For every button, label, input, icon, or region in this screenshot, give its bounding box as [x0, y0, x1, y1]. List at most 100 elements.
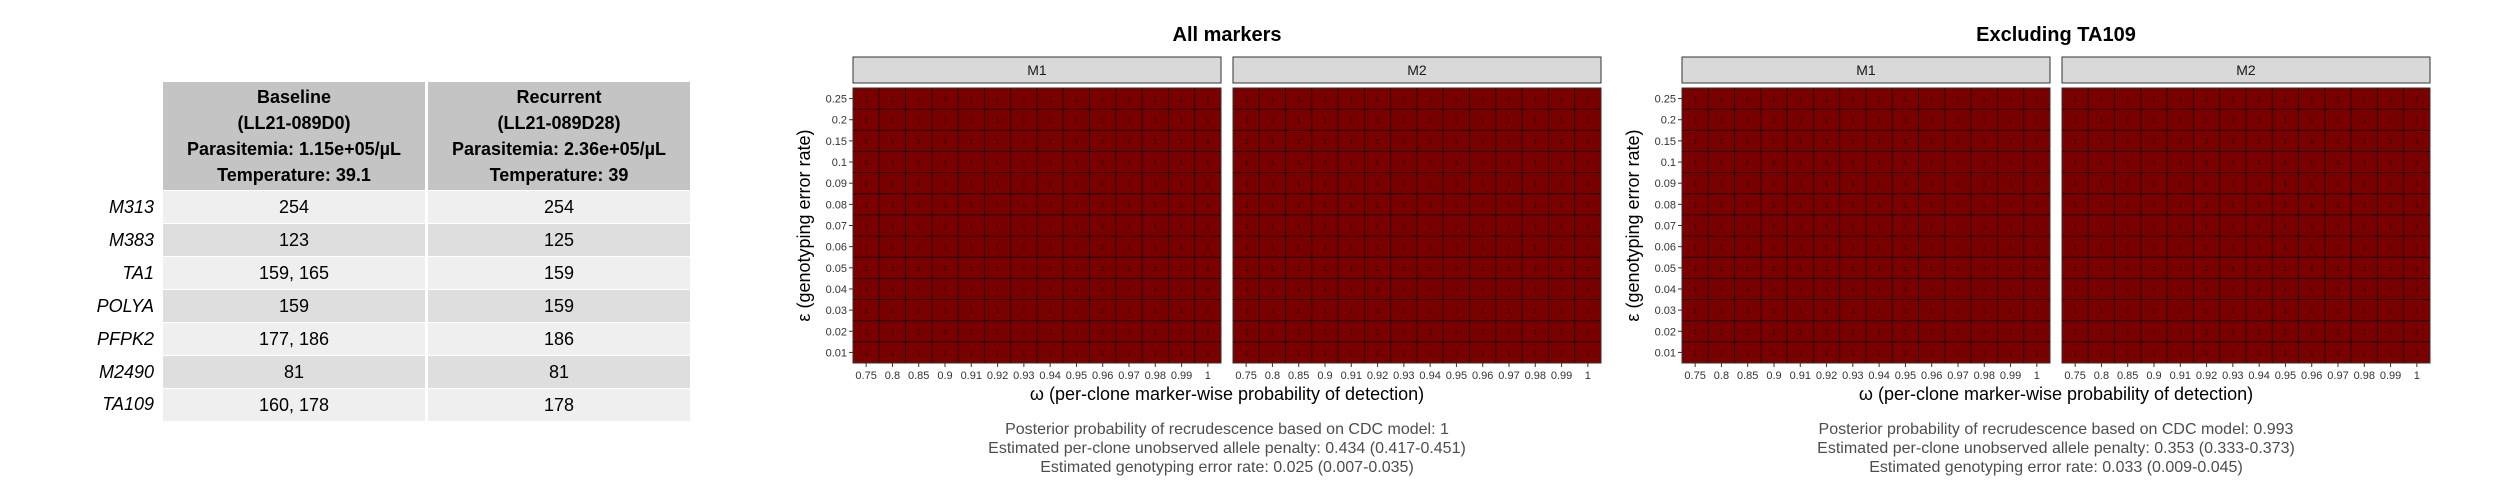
tile-value: 1	[1153, 350, 1157, 357]
x-tick-label: 0.96	[1921, 370, 1942, 382]
tile-value: 1	[1693, 308, 1697, 315]
tile-value: 1	[1693, 224, 1697, 231]
tile-value: 1	[1719, 139, 1723, 146]
x-tick-label: 0.75	[855, 370, 876, 382]
tile-value: 1	[1533, 245, 1537, 252]
tile-value: 1	[2336, 224, 2340, 231]
baseline-column-header: Baseline (LL21-089D0) Parasitemia: 1.15e…	[160, 82, 428, 191]
tile-value: 1	[1244, 224, 1248, 231]
tile-value: 1	[1956, 287, 1960, 294]
tile-value: 1	[2178, 350, 2182, 357]
tile-value: 1	[1349, 181, 1353, 188]
tile-value: 1	[864, 181, 868, 188]
tile-value: 1	[1180, 160, 1184, 167]
tile-value: 1	[1851, 160, 1855, 167]
facet-strip	[1232, 56, 1602, 84]
x-tick-label: 0.9	[937, 370, 952, 382]
tile-value: 1	[1560, 224, 1564, 231]
tile-value: 1	[2336, 245, 2340, 252]
tile-value: 1	[1127, 97, 1131, 104]
header-line: Parasitemia: 1.15e+05/µL	[186, 139, 401, 159]
tile-value: 1	[2205, 308, 2209, 315]
tile-value: 1	[1746, 224, 1750, 231]
tile-value: 1	[1402, 139, 1406, 146]
table-row: TA1 159, 165 159	[80, 256, 693, 290]
tile-value: 1	[2362, 160, 2366, 167]
tile-value: 1	[1048, 287, 1052, 294]
tile-value: 1	[1982, 97, 1986, 104]
tile-value: 1	[1877, 139, 1881, 146]
header-line: (LL21-089D28)	[497, 113, 621, 133]
tile-value: 1	[1507, 160, 1511, 167]
tile-value: 1	[2257, 181, 2261, 188]
tile-value: 1	[1349, 139, 1353, 146]
tile-value: 1	[2099, 202, 2103, 209]
tile-value: 1	[1903, 329, 1907, 336]
tile-value: 1	[2415, 287, 2419, 294]
tile-value: 1	[1153, 139, 1157, 146]
tile-value: 1	[1507, 202, 1511, 209]
tile-value: 1	[2415, 224, 2419, 231]
tile-value: 1	[2178, 139, 2182, 146]
tile-value: 1	[2257, 245, 2261, 252]
tile-value: 1	[2178, 266, 2182, 273]
caption-line: Estimated genotyping error rate: 0.025 (…	[1040, 459, 1414, 476]
x-tick-label: 0.8	[1714, 370, 1729, 382]
tile-value: 1	[1746, 266, 1750, 273]
tile-value: 1	[1428, 118, 1432, 125]
tile-value: 1	[1048, 350, 1052, 357]
tile-value: 1	[2257, 266, 2261, 273]
tile-value: 1	[2257, 287, 2261, 294]
tile-value: 1	[2126, 202, 2130, 209]
tile-value: 1	[2073, 181, 2077, 188]
tile-value: 1	[2389, 139, 2393, 146]
tile-value: 1	[1376, 287, 1380, 294]
tile-value: 1	[1772, 160, 1776, 167]
tile-value: 1	[864, 329, 868, 336]
tile-value: 1	[1022, 139, 1026, 146]
tile-value: 1	[1798, 139, 1802, 146]
tile-value: 1	[1074, 329, 1078, 336]
tile-value: 1	[1560, 118, 1564, 125]
tile-value: 1	[1349, 287, 1353, 294]
tile-value: 1	[1930, 97, 1934, 104]
tile-value: 1	[1349, 308, 1353, 315]
tile-value: 1	[1206, 139, 1210, 146]
tile-value: 1	[1586, 97, 1590, 104]
marker-name: PFPK2	[96, 328, 154, 349]
x-tick-label: 0.85	[908, 370, 929, 382]
tile-value: 1	[864, 160, 868, 167]
x-tick-label: 0.99	[2000, 370, 2021, 382]
tile-value: 1	[1798, 224, 1802, 231]
tile-value: 1	[1982, 181, 1986, 188]
tile-value: 1	[2310, 287, 2314, 294]
tile-value: 1	[1022, 160, 1026, 167]
tile-value: 1	[2099, 266, 2103, 273]
tile-value: 1	[1586, 287, 1590, 294]
caption-line: Estimated genotyping error rate: 0.033 (…	[1869, 459, 2243, 476]
tile-value: 1	[1507, 118, 1511, 125]
tile-value: 1	[2231, 97, 2235, 104]
tile-value: 1	[1746, 329, 1750, 336]
tile-value: 1	[2009, 224, 2013, 231]
tile-value: 1	[1719, 308, 1723, 315]
tile-value: 1	[1048, 245, 1052, 252]
tile-value: 1	[2283, 224, 2287, 231]
tile-value: 1	[1127, 202, 1131, 209]
tile-value: 1	[1798, 266, 1802, 273]
tile-value: 1	[864, 308, 868, 315]
tile-value: 1	[2257, 350, 2261, 357]
y-tick-label: 0.06	[1655, 242, 1676, 254]
tile-value: 1	[1825, 160, 1829, 167]
y-tick-label: 0.09	[826, 178, 847, 190]
x-tick-label: 0.98	[2354, 370, 2375, 382]
tile-value: 1	[1772, 139, 1776, 146]
tile-value: 1	[996, 329, 1000, 336]
recurrent-column-header: Recurrent (LL21-089D28) Parasitemia: 2.3…	[425, 82, 693, 191]
tile-value: 1	[1798, 308, 1802, 315]
tile-value: 1	[1127, 329, 1131, 336]
tile-value: 1	[1270, 118, 1274, 125]
tile-value: 1	[1560, 181, 1564, 188]
x-tick-label: 0.94	[2248, 370, 2269, 382]
tile-value: 1	[1481, 350, 1485, 357]
